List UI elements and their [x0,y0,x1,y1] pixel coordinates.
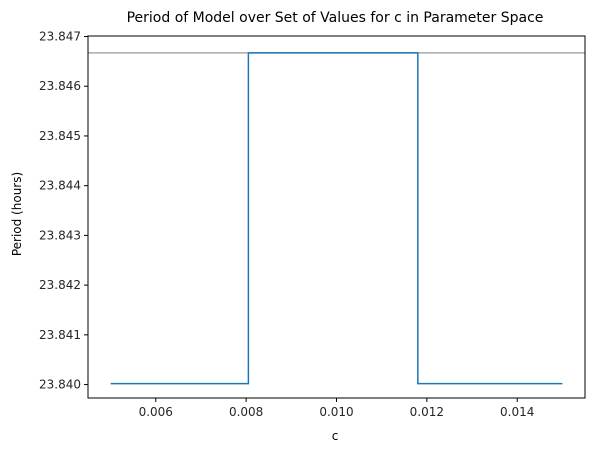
x-tick-label: 0.006 [139,405,173,419]
plot-area: 0.006 0.008 0.010 0.012 0.014 23.840 23.841 23.… [39,29,586,419]
y-tick-label: 23.841 [39,328,81,342]
y-tick-label: 23.845 [39,129,81,143]
y-tick-label: 23.844 [39,179,81,193]
x-tick-label: 0.014 [500,405,534,419]
x-tick-label: 0.012 [410,405,444,419]
plot-frame [87,35,586,399]
y-tick-label: 23.847 [39,29,81,43]
y-tick-label: 23.843 [39,228,81,242]
chart-title: Period of Model over Set of Values for c… [127,10,544,26]
y-tick-label: 23.842 [39,278,81,292]
series-line-0 [110,52,563,385]
y-tick-label: 23.846 [39,79,81,93]
x-tick-label: 0.010 [319,405,353,419]
y-axis-label: Period (hours) [10,172,24,256]
y-tick-label: 23.840 [39,378,81,392]
x-tick-label: 0.008 [229,405,263,419]
x-axis-label: c [332,429,339,443]
